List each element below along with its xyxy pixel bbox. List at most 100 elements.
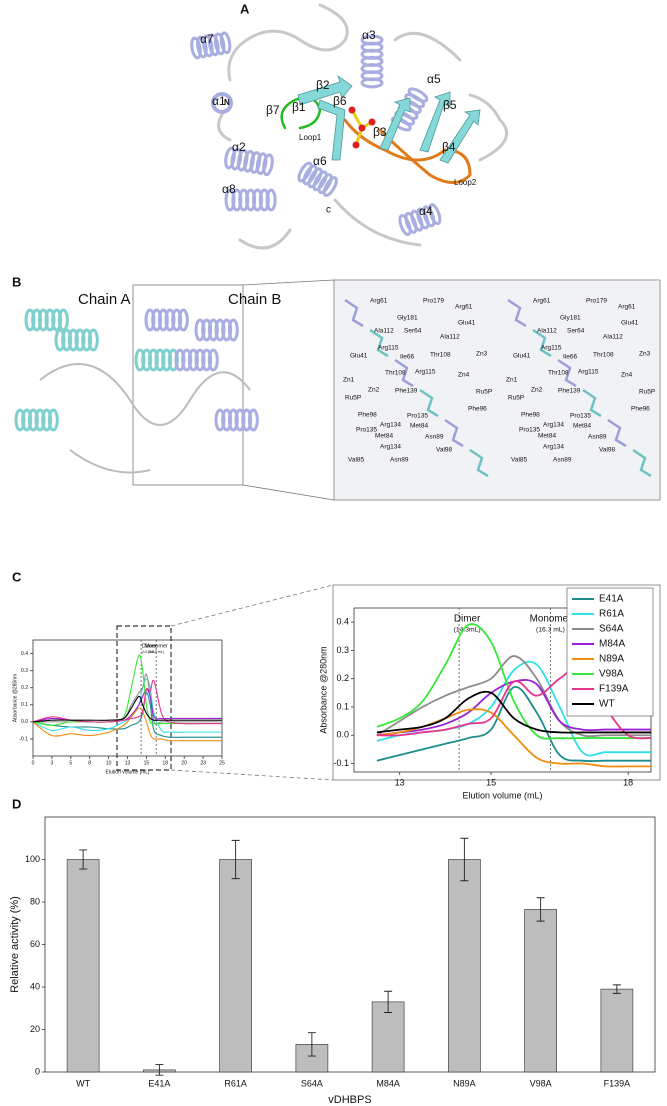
marker-sublabel: (14.3mL) bbox=[454, 626, 481, 633]
y-tick-label: 0.1 bbox=[336, 701, 349, 711]
residue-label: Asn89 bbox=[588, 434, 607, 441]
helix bbox=[224, 146, 274, 177]
decoration bbox=[170, 584, 334, 627]
structure-decor bbox=[14, 31, 659, 499]
residue-label: Ile66 bbox=[563, 354, 577, 361]
series-line bbox=[32, 695, 222, 723]
x-tick-label: 15 bbox=[486, 777, 496, 787]
structure-label: α1 bbox=[212, 94, 226, 108]
structure-label: α8 bbox=[222, 182, 236, 196]
structure-label: Loop1 bbox=[299, 133, 322, 142]
y-tick-label: 40 bbox=[30, 981, 40, 991]
residue-label: Phe98 bbox=[521, 412, 540, 419]
y-tick-label: 0.1 bbox=[21, 702, 28, 708]
legend-label: V98A bbox=[599, 669, 624, 680]
helix-turn bbox=[317, 173, 333, 195]
legend-label: WT bbox=[599, 699, 615, 710]
legend-label: R61A bbox=[599, 609, 624, 620]
y-axis-label: Absorbance @280nm bbox=[12, 674, 18, 722]
legend-label: N89A bbox=[599, 654, 624, 665]
error-bar bbox=[231, 839, 240, 880]
structure-label: α4 bbox=[419, 204, 433, 218]
helix-turn bbox=[247, 408, 259, 432]
residue-label: Phe139 bbox=[395, 388, 418, 395]
stick bbox=[394, 358, 414, 388]
helix-turn bbox=[398, 214, 412, 236]
bar bbox=[600, 988, 634, 1073]
error-bar bbox=[79, 849, 88, 870]
x-tick-label: R61A bbox=[224, 1078, 247, 1088]
helix bbox=[224, 188, 277, 212]
x-axis-label: vDHBPS bbox=[328, 1094, 371, 1106]
residue-label: Ser64 bbox=[404, 328, 422, 335]
helix bbox=[14, 408, 59, 432]
error-bar bbox=[460, 837, 469, 882]
y-tick-label: 0.0 bbox=[336, 730, 349, 740]
residue-label: Thr108 bbox=[593, 352, 614, 359]
residue-label: Ala112 bbox=[374, 328, 394, 335]
x-tick-label: 25 bbox=[219, 760, 225, 766]
x-tick-label: N89A bbox=[453, 1078, 476, 1088]
residue-label: Zn3 bbox=[639, 351, 651, 358]
y-tick-label: 0.4 bbox=[336, 617, 349, 627]
legend-label: S64A bbox=[599, 624, 624, 635]
error-bar bbox=[384, 990, 393, 1013]
structure-label: β4 bbox=[442, 140, 456, 154]
residue-label: Ile66 bbox=[400, 354, 414, 361]
helix-turn bbox=[255, 152, 268, 175]
x-tick-label: 20 bbox=[181, 760, 187, 766]
helix-turn bbox=[207, 33, 220, 57]
x-tick-label: F139A bbox=[604, 1078, 631, 1088]
stick bbox=[507, 298, 527, 328]
helix-turn bbox=[243, 149, 255, 173]
structure-label: β2 bbox=[316, 78, 330, 92]
stick bbox=[444, 418, 464, 448]
residue-label: Asn89 bbox=[390, 457, 409, 464]
marker-sublabel: (14.3mL) bbox=[142, 650, 158, 654]
decoration bbox=[332, 584, 661, 781]
helix-turn bbox=[262, 153, 274, 177]
marker-label: Dimer bbox=[454, 613, 481, 624]
y-tick-label: 0.3 bbox=[21, 668, 28, 674]
residue-label: Met84 bbox=[538, 433, 556, 440]
coil bbox=[39, 363, 251, 474]
helix-turn bbox=[302, 164, 318, 186]
helix bbox=[144, 308, 189, 332]
residue-label: Gly181 bbox=[560, 315, 581, 322]
error-bar bbox=[612, 984, 621, 994]
error-bar bbox=[307, 1032, 316, 1057]
helix-turn bbox=[224, 146, 236, 170]
residue-label: Ru5P bbox=[345, 395, 361, 402]
helix bbox=[360, 34, 384, 89]
chain-label: Chain B bbox=[228, 291, 281, 308]
marker-sublabel: (16.3 mL) bbox=[536, 626, 565, 633]
decoration bbox=[352, 141, 360, 149]
strand bbox=[379, 97, 411, 151]
x-tick-label: 13 bbox=[125, 760, 131, 766]
x-tick-label: V98A bbox=[530, 1078, 552, 1088]
stick bbox=[469, 448, 489, 478]
helix-turn bbox=[297, 161, 313, 183]
residue-label: Pro135 bbox=[356, 427, 377, 434]
x-tick-label: 18 bbox=[163, 760, 169, 766]
residue-label: Zn1 bbox=[343, 377, 355, 384]
decoration bbox=[132, 284, 244, 486]
stick bbox=[532, 328, 552, 358]
y-axis-label: Relative activity (%) bbox=[9, 896, 21, 993]
residue-label: Arg115 bbox=[415, 369, 436, 376]
y-tick-label: -0.1 bbox=[333, 758, 349, 768]
structure-label: α5 bbox=[427, 72, 441, 86]
residue-label: Thr108 bbox=[430, 352, 451, 359]
panel-label: C bbox=[12, 569, 22, 584]
helix-turn bbox=[404, 211, 418, 234]
helix-turn bbox=[410, 209, 424, 232]
helix bbox=[194, 318, 239, 342]
y-tick-label: 0.4 bbox=[21, 651, 28, 657]
x-tick-label: 3 bbox=[51, 760, 54, 766]
y-tick-label: 60 bbox=[30, 939, 40, 949]
residue-label: Met84 bbox=[410, 423, 428, 430]
series-line bbox=[376, 623, 651, 740]
x-tick-label: M84A bbox=[376, 1078, 400, 1088]
residue-label: Zn2 bbox=[531, 387, 543, 394]
y-tick-label: 0.2 bbox=[21, 685, 28, 691]
